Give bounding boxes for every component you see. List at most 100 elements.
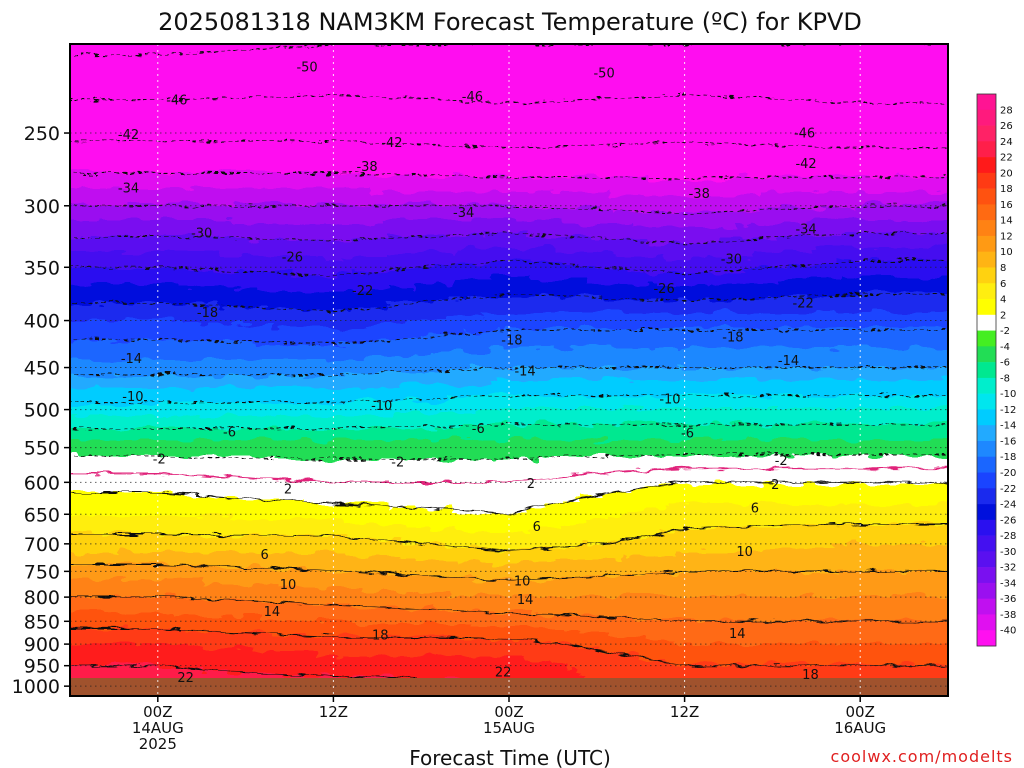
- field-cell: [94, 436, 101, 441]
- field-cell: [82, 304, 89, 309]
- field-cell: [124, 380, 131, 385]
- field-cell: [112, 636, 119, 641]
- field-cell: [58, 172, 65, 177]
- field-cell: [172, 528, 179, 533]
- field-cell: [220, 152, 227, 157]
- field-cell: [136, 248, 143, 253]
- field-cell: [226, 248, 233, 253]
- field-cell: [160, 64, 167, 69]
- field-cell: [76, 148, 83, 153]
- field-cell: [172, 160, 179, 165]
- field-cell: [184, 136, 191, 141]
- field-cell: [166, 424, 173, 429]
- field-cell: [220, 240, 227, 245]
- field-cell: [214, 632, 221, 637]
- field-cell: [166, 256, 173, 261]
- field-cell: [100, 284, 107, 289]
- field-cell: [172, 216, 179, 221]
- field-cell: [94, 576, 101, 581]
- field-cell: [226, 644, 233, 649]
- field-cell: [124, 108, 131, 113]
- field-cell: [172, 380, 179, 385]
- field-cell: [142, 416, 149, 421]
- field-cell: [142, 72, 149, 77]
- field-cell: [112, 52, 119, 57]
- field-cell: [76, 496, 83, 501]
- field-cell: [106, 528, 113, 533]
- field-cell: [220, 292, 227, 297]
- field-cell: [214, 212, 221, 217]
- field-cell: [82, 60, 89, 65]
- field-cell: [142, 368, 149, 373]
- field-cell: [184, 320, 191, 325]
- field-cell: [184, 332, 191, 337]
- field-cell: [106, 272, 113, 277]
- field-cell: [142, 612, 149, 617]
- field-cell: [76, 172, 83, 177]
- field-cell: [106, 192, 113, 197]
- field-cell: [232, 160, 239, 165]
- field-cell: [88, 72, 95, 77]
- field-cell: [88, 76, 95, 81]
- field-cell: [202, 396, 209, 401]
- field-cell: [154, 544, 161, 549]
- field-cell: [82, 252, 89, 257]
- field-cell: [226, 84, 233, 89]
- field-cell: [82, 152, 89, 157]
- field-cell: [88, 88, 95, 93]
- field-cell: [166, 608, 173, 613]
- field-cell: [118, 36, 125, 41]
- field-cell: [136, 524, 143, 529]
- field-cell: [130, 576, 137, 581]
- field-cell: [136, 64, 143, 69]
- field-cell: [106, 508, 113, 513]
- field-cell: [226, 640, 233, 645]
- field-cell: [100, 344, 107, 349]
- field-cell: [220, 544, 227, 549]
- field-cell: [142, 88, 149, 93]
- field-cell: [232, 156, 239, 161]
- field-cell: [136, 644, 143, 649]
- field-cell: [76, 424, 83, 429]
- field-cell: [208, 420, 215, 425]
- field-cell: [136, 568, 143, 573]
- field-cell: [88, 620, 95, 625]
- field-cell: [94, 488, 101, 493]
- field-cell: [160, 652, 167, 657]
- field-cell: [112, 664, 119, 669]
- field-cell: [184, 360, 191, 365]
- field-cell: [160, 536, 167, 541]
- field-cell: [184, 172, 191, 177]
- field-cell: [160, 384, 167, 389]
- field-cell: [196, 284, 203, 289]
- field-cell: [82, 560, 89, 565]
- field-cell: [94, 296, 101, 301]
- field-cell: [160, 636, 167, 641]
- field-cell: [166, 288, 173, 293]
- field-cell: [88, 224, 95, 229]
- field-cell: [226, 672, 233, 677]
- field-cell: [214, 432, 221, 437]
- field-cell: [232, 264, 239, 269]
- field-cell: [178, 72, 185, 77]
- field-cell: [130, 432, 137, 437]
- field-cell: [130, 88, 137, 93]
- field-cell: [82, 268, 89, 273]
- field-cell: [94, 368, 101, 373]
- field-cell: [58, 280, 65, 285]
- field-cell: [172, 580, 179, 585]
- field-cell: [142, 348, 149, 353]
- field-cell: [178, 48, 185, 53]
- field-cell: [172, 80, 179, 85]
- field-cell: [208, 56, 215, 61]
- field-cell: [88, 172, 95, 177]
- field-cell: [220, 528, 227, 533]
- field-cell: [220, 624, 227, 629]
- field-cell: [178, 368, 185, 373]
- field-cell: [148, 412, 155, 417]
- field-cell: [214, 180, 221, 185]
- field-cell: [124, 344, 131, 349]
- field-cell: [208, 556, 215, 561]
- field-cell: [184, 36, 191, 41]
- field-cell: [184, 260, 191, 265]
